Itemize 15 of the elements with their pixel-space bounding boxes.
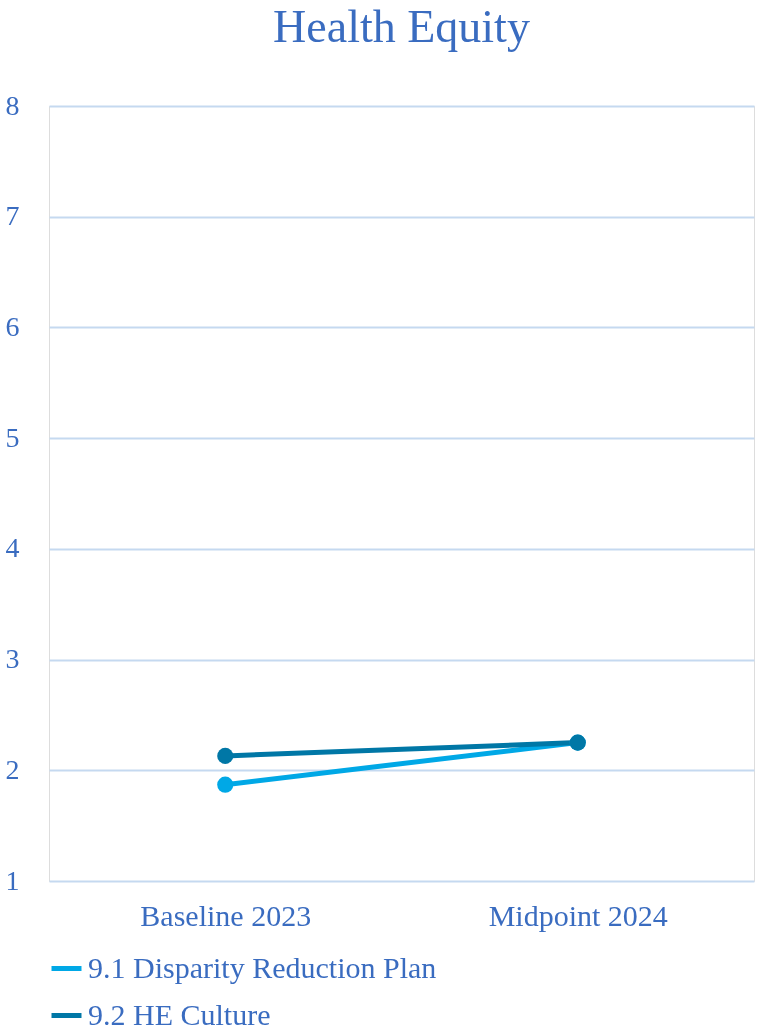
y-tick-label: 8 (5, 89, 20, 121)
y-tick-label: 4 (5, 532, 20, 564)
x-tick-label: Baseline 2023 (140, 898, 312, 932)
y-tick-label: 2 (5, 753, 20, 785)
y-tick-label: 5 (5, 421, 20, 453)
y-tick-label: 1 (5, 864, 20, 896)
y-tick-label: 6 (5, 310, 20, 342)
point (217, 776, 234, 793)
legend-label: 9.2 HE Culture (88, 997, 271, 1031)
y-tick-label: 7 (5, 200, 20, 232)
chart-title: Health Equity (273, 1, 530, 52)
point (217, 747, 234, 764)
x-tick-label: Midpoint 2024 (488, 898, 668, 932)
legend-label: 9.1 Disparity Reduction Plan (88, 950, 437, 984)
y-tick-label: 3 (5, 643, 20, 675)
